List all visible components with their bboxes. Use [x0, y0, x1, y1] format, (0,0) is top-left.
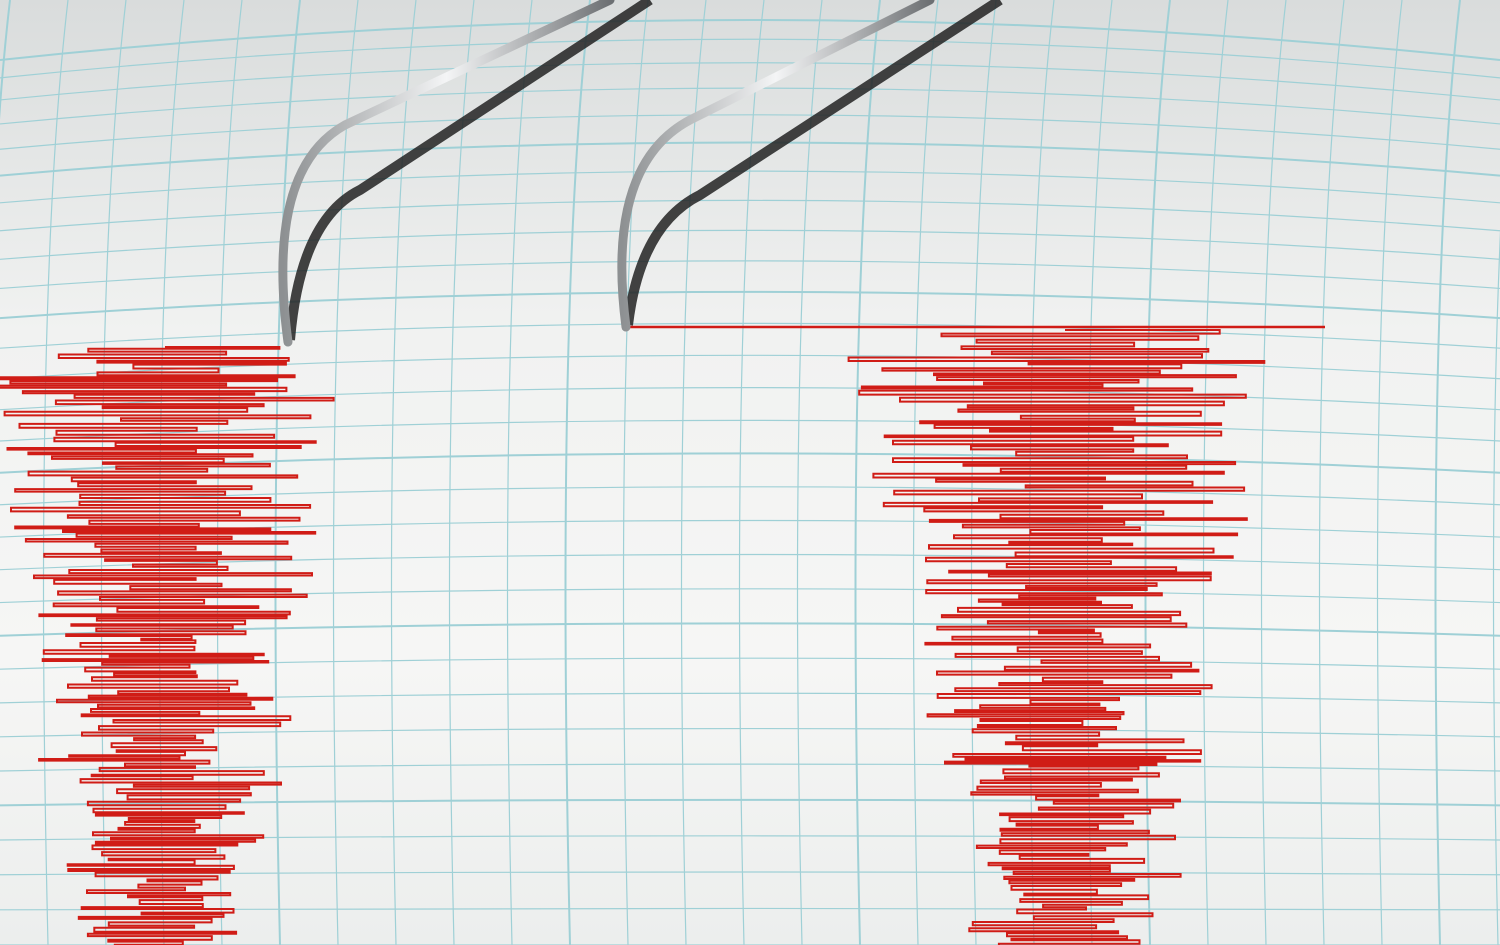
grid-line: [854, 0, 881, 945]
grid-line: [1434, 0, 1461, 945]
grid-line: [448, 0, 475, 945]
grid-line: [564, 0, 591, 945]
trace: [847, 329, 1266, 945]
grid-line: [0, 657, 1500, 670]
grid-line: [0, 290, 1500, 320]
needle: [617, 0, 935, 332]
needle-shadow: [285, 0, 653, 341]
grid-line: [0, 0, 11, 120]
grid-line: [332, 0, 359, 945]
needle-shadow: [623, 0, 1003, 326]
needle: [278, 0, 615, 347]
grid-line: [0, 553, 1500, 571]
grid-line: [0, 354, 1500, 380]
grid-line: [796, 0, 823, 945]
grid-line: [0, 199, 1500, 232]
grid-line: [622, 0, 649, 945]
grid-line: [274, 0, 301, 945]
grid-line: [680, 0, 707, 945]
grid-line: [0, 763, 1500, 772]
grid-line: [1202, 0, 1229, 945]
seismic-traces: [0, 325, 1325, 945]
grid-line: [1318, 0, 1345, 945]
grid-line: [1260, 0, 1287, 945]
grid-line: [1376, 0, 1403, 945]
grid-line: [0, 419, 1500, 442]
grid-line: [0, 19, 1500, 61]
grid-line: [0, 322, 1500, 349]
grid-line: [0, 62, 1500, 101]
trace: [0, 346, 335, 945]
grid-line: [0, 141, 1500, 177]
grid-line: [0, 727, 1500, 738]
grid-line: [0, 114, 1500, 150]
grid-line: [0, 38, 1500, 79]
grid-line: [1492, 229, 1500, 945]
needles: [278, 0, 1003, 347]
grid-line: [506, 0, 533, 945]
grid-line: [738, 0, 765, 945]
grid-line: [0, 260, 1500, 290]
